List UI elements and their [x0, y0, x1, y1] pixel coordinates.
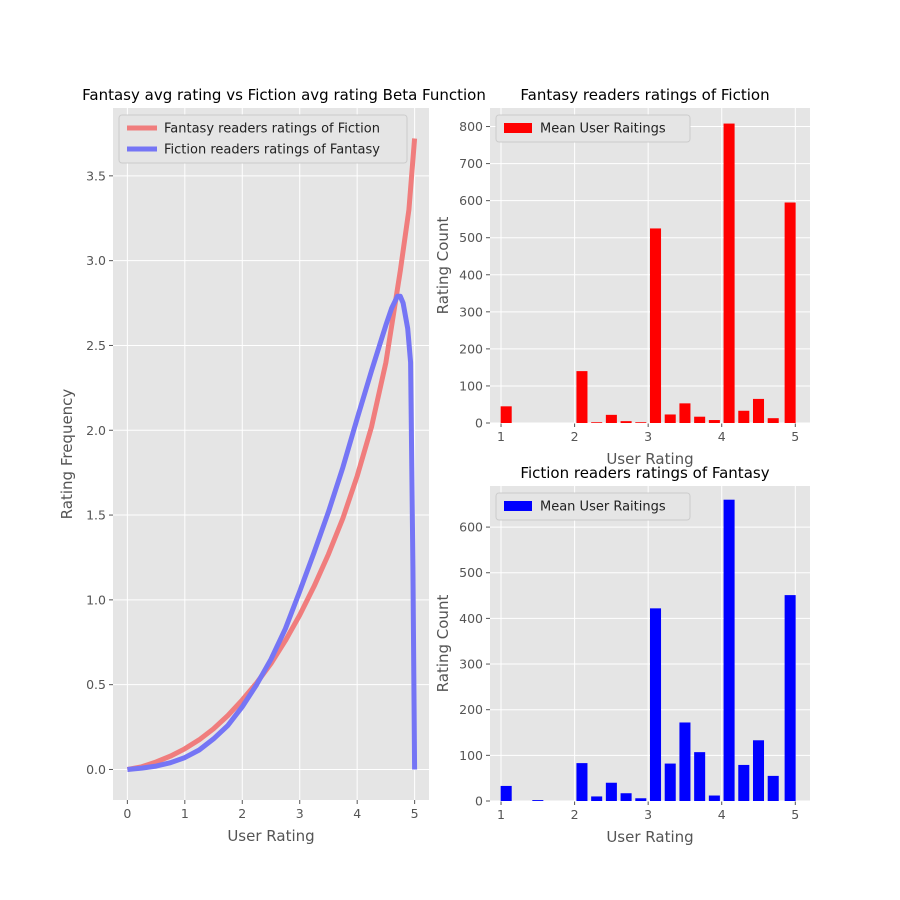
legend-box: [118, 114, 408, 164]
y-axis-label: Rating Count: [434, 217, 452, 315]
y-tick-label: 200: [459, 341, 483, 356]
x-tick-label: 2: [571, 429, 579, 444]
bar: [752, 398, 765, 423]
y-tick-label: 0.0: [86, 762, 106, 777]
bar: [679, 722, 691, 801]
legend-label: Mean User Raitings: [540, 500, 666, 515]
x-tick-label: 5: [791, 429, 799, 444]
y-tick-label: 2.0: [86, 423, 106, 438]
legend-swatch: [504, 501, 532, 511]
x-axis-label: User Rating: [227, 827, 314, 845]
y-tick-label: 400: [459, 267, 483, 282]
y-tick-label: 1.5: [86, 508, 106, 523]
y-axis-label: Rating Count: [434, 595, 452, 693]
bar: [500, 785, 512, 801]
legend-label: Fiction readers ratings of Fantasy: [164, 143, 380, 158]
bar: [708, 795, 720, 801]
bar: [635, 798, 647, 801]
y-tick-label: 100: [459, 748, 483, 763]
x-tick-label: 0: [123, 806, 131, 821]
chart-title: Fiction readers ratings of Fantasy: [520, 464, 769, 482]
bar: [532, 800, 544, 801]
x-tick-label: 2: [571, 807, 579, 822]
x-tick-label: 5: [411, 806, 419, 821]
bar: [694, 416, 706, 423]
bar: [784, 595, 796, 801]
chart-title: Fantasy avg rating vs Fiction avg rating…: [82, 86, 486, 104]
x-tick-label: 3: [296, 806, 304, 821]
plot-area: [113, 108, 429, 800]
x-tick-label: 1: [497, 429, 505, 444]
series-line-1: [127, 293, 418, 772]
x-tick-label: 5: [791, 807, 799, 822]
bar: [605, 782, 617, 801]
bar: [784, 202, 796, 423]
y-tick-label: 1.0: [86, 592, 106, 607]
legend-box: [495, 492, 691, 521]
y-tick-label: 600: [459, 193, 483, 208]
series-line-0: [126, 138, 418, 772]
legend-label: Mean User Raitings: [540, 122, 666, 137]
y-tick-label: 400: [459, 611, 483, 626]
bar: [679, 403, 691, 423]
y-tick-label: 200: [459, 702, 483, 717]
bar: [620, 793, 632, 801]
x-axis-label: User Rating: [606, 450, 693, 468]
beta-function-panel: 0 1 2 3 4 5 0.0 0.5 1.0 1.5 2.0 2.5 3.0 3.5 Fantasy re…: [58, 86, 486, 845]
x-tick-label: 1: [497, 807, 505, 822]
y-tick-label: 300: [459, 657, 483, 672]
y-tick-label: 800: [459, 119, 483, 134]
bar: [752, 740, 765, 801]
fantasy-readers-bar-panel: 1 2 3 4 5 0 100 200 300 400 500 600 700 800 Mean User …: [434, 86, 810, 468]
x-tick-label: 4: [353, 806, 361, 821]
y-tick-label: 500: [459, 230, 483, 245]
fiction-readers-bar-panel: 1 2 3 4 5 0 100 200 300 400 500 600 Mean User Raitin…: [434, 464, 810, 846]
bar: [767, 418, 779, 423]
y-tick-label: 0: [475, 794, 483, 809]
bar: [694, 752, 706, 801]
y-tick-label: 100: [459, 378, 483, 393]
legend-box: [495, 114, 691, 143]
x-tick-label: 2: [238, 806, 246, 821]
bar: [591, 796, 603, 801]
bar: [738, 764, 750, 801]
x-tick-label: 4: [718, 807, 726, 822]
bar: [723, 499, 735, 801]
legend-label: Fantasy readers ratings of Fiction: [164, 122, 380, 137]
bar: [708, 420, 720, 423]
x-tick-label: 1: [181, 806, 189, 821]
bar: [723, 123, 735, 424]
bar: [650, 608, 662, 801]
y-tick-label: 2.5: [86, 338, 106, 353]
y-tick-label: 3.0: [86, 253, 106, 268]
bar: [591, 422, 603, 423]
y-axis-label: Rating Frequency: [58, 389, 76, 520]
y-tick-label: 500: [459, 565, 483, 580]
x-tick-label: 4: [718, 429, 726, 444]
x-tick-label: 3: [644, 807, 652, 822]
y-tick-label: 700: [459, 156, 483, 171]
bar: [635, 422, 647, 423]
y-tick-label: 0: [475, 416, 483, 431]
bar: [664, 414, 676, 423]
x-tick-label: 3: [644, 429, 652, 444]
bar: [605, 414, 617, 423]
x-axis-label: User Rating: [606, 828, 693, 846]
bar: [620, 421, 632, 423]
bar: [650, 228, 662, 423]
bar: [767, 775, 779, 801]
legend-swatch: [504, 123, 532, 133]
y-tick-label: 600: [459, 520, 483, 535]
y-tick-label: 300: [459, 304, 483, 319]
bar: [576, 371, 588, 423]
bar: [500, 406, 512, 423]
bar: [576, 763, 588, 801]
chart-title: Fantasy readers ratings of Fiction: [520, 86, 769, 104]
bar: [664, 763, 676, 801]
y-tick-label: 3.5: [86, 168, 106, 183]
y-tick-label: 0.5: [86, 677, 106, 692]
bar: [738, 410, 750, 423]
